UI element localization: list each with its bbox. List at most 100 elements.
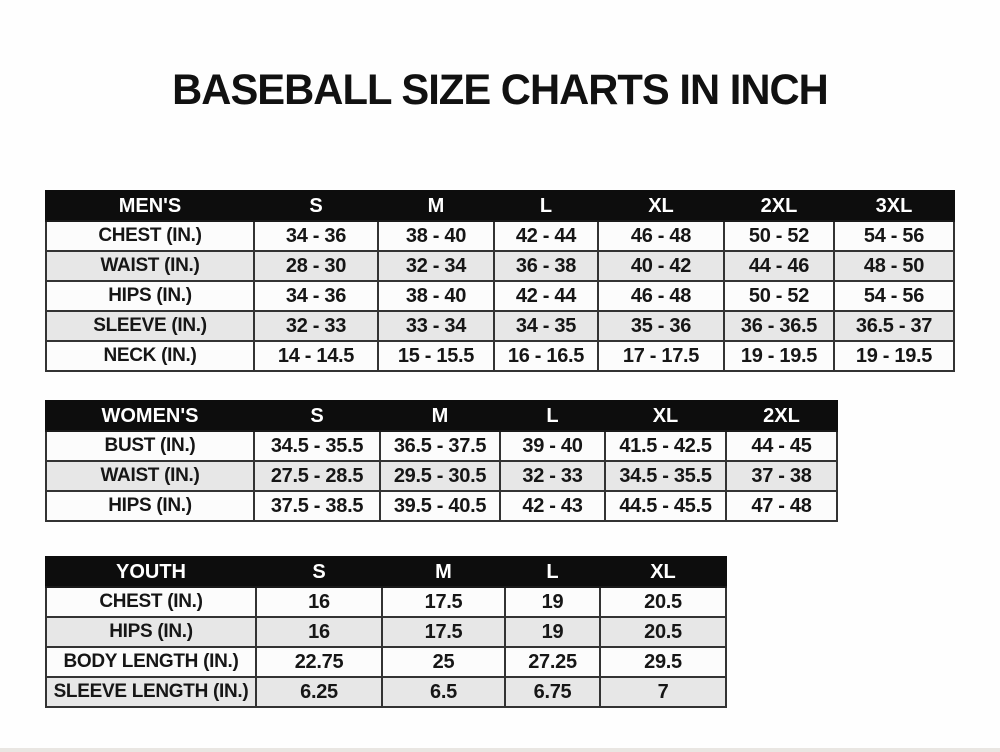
size-column-header: S [253, 190, 379, 222]
row-label: HIPS (IN.) [45, 616, 257, 648]
womens-size-table: WOMEN'S S M L XL 2XL BUST (IN.) 34.5 - 35.5 36.5… [45, 400, 838, 522]
size-column-header: XL [597, 190, 725, 222]
size-value-cell: 42 - 44 [493, 280, 599, 312]
youth-size-table: YOUTH S M L XL CHEST (IN.) 16 17.5 19 20.5 HIPS (I… [45, 556, 727, 708]
row-label: HIPS (IN.) [45, 490, 255, 522]
page-title: BASEBALL SIZE CHARTS IN INCH [172, 66, 829, 114]
size-value-cell: 16 - 16.5 [493, 340, 599, 372]
size-column-header: M [377, 190, 495, 222]
size-column-header: M [381, 556, 506, 588]
size-value-cell: 38 - 40 [377, 280, 495, 312]
size-value-cell: 34.5 - 35.5 [253, 430, 381, 462]
size-value-cell: 34.5 - 35.5 [604, 460, 727, 492]
table-row: HIPS (IN.) 34 - 36 38 - 40 42 - 44 46 - 48 50… [45, 280, 955, 312]
size-value-cell: 29.5 [599, 646, 727, 678]
table-row: HIPS (IN.) 37.5 - 38.5 39.5 - 40.5 42 - 43 4… [45, 490, 838, 522]
size-value-cell: 44 - 45 [725, 430, 838, 462]
table-row: WAIST (IN.) 28 - 30 32 - 34 36 - 38 40 - 42 4… [45, 250, 955, 282]
size-value-cell: 42 - 43 [499, 490, 606, 522]
group-header: WOMEN'S [45, 400, 255, 432]
size-value-cell: 42 - 44 [493, 220, 599, 252]
size-column-header: M [379, 400, 501, 432]
size-value-cell: 54 - 56 [833, 220, 955, 252]
mens-size-table: MEN'S S M L XL 2XL 3XL CHEST (IN.) 34 - 36 38 - 4… [45, 190, 955, 372]
size-value-cell: 37.5 - 38.5 [253, 490, 381, 522]
size-value-cell: 32 - 33 [253, 310, 379, 342]
size-value-cell: 20.5 [599, 616, 727, 648]
size-value-cell: 34 - 35 [493, 310, 599, 342]
row-label: CHEST (IN.) [45, 586, 257, 618]
row-label: WAIST (IN.) [45, 250, 255, 282]
size-value-cell: 39.5 - 40.5 [379, 490, 501, 522]
size-value-cell: 38 - 40 [377, 220, 495, 252]
table-row: SLEEVE LENGTH (IN.) 6.25 6.5 6.75 7 [45, 676, 727, 708]
size-value-cell: 19 [504, 616, 601, 648]
header-row: WOMEN'S S M L XL 2XL [45, 400, 838, 432]
size-value-cell: 29.5 - 30.5 [379, 460, 501, 492]
table-row: NECK (IN.) 14 - 14.5 15 - 15.5 16 - 16.5 17 … [45, 340, 955, 372]
size-value-cell: 27.25 [504, 646, 601, 678]
size-value-cell: 17 - 17.5 [597, 340, 725, 372]
size-value-cell: 16 [255, 616, 383, 648]
size-value-cell: 41.5 - 42.5 [604, 430, 727, 462]
size-value-cell: 46 - 48 [597, 280, 725, 312]
size-column-header: XL [604, 400, 727, 432]
size-value-cell: 27.5 - 28.5 [253, 460, 381, 492]
size-value-cell: 34 - 36 [253, 220, 379, 252]
row-label: BUST (IN.) [45, 430, 255, 462]
size-column-header: S [253, 400, 381, 432]
page-bottom-edge [0, 748, 1000, 752]
table-row: BODY LENGTH (IN.) 22.75 25 27.25 29.5 [45, 646, 727, 678]
size-value-cell: 48 - 50 [833, 250, 955, 282]
row-label: SLEEVE LENGTH (IN.) [45, 676, 257, 708]
table-row: CHEST (IN.) 34 - 36 38 - 40 42 - 44 46 - 48 5… [45, 220, 955, 252]
size-value-cell: 15 - 15.5 [377, 340, 495, 372]
size-column-header: 2XL [725, 400, 838, 432]
size-value-cell: 36.5 - 37.5 [379, 430, 501, 462]
size-value-cell: 20.5 [599, 586, 727, 618]
size-column-header: L [504, 556, 601, 588]
size-value-cell: 32 - 33 [499, 460, 606, 492]
size-column-header: S [255, 556, 383, 588]
size-value-cell: 54 - 56 [833, 280, 955, 312]
size-value-cell: 6.75 [504, 676, 601, 708]
size-value-cell: 36 - 38 [493, 250, 599, 282]
size-column-header: 3XL [833, 190, 955, 222]
size-value-cell: 28 - 30 [253, 250, 379, 282]
size-value-cell: 47 - 48 [725, 490, 838, 522]
row-label: WAIST (IN.) [45, 460, 255, 492]
size-value-cell: 16 [255, 586, 383, 618]
row-label: HIPS (IN.) [45, 280, 255, 312]
size-value-cell: 46 - 48 [597, 220, 725, 252]
size-value-cell: 32 - 34 [377, 250, 495, 282]
row-label: BODY LENGTH (IN.) [45, 646, 257, 678]
size-value-cell: 39 - 40 [499, 430, 606, 462]
size-value-cell: 34 - 36 [253, 280, 379, 312]
size-value-cell: 19 - 19.5 [723, 340, 835, 372]
size-value-cell: 40 - 42 [597, 250, 725, 282]
size-value-cell: 14 - 14.5 [253, 340, 379, 372]
size-value-cell: 44 - 46 [723, 250, 835, 282]
row-label: NECK (IN.) [45, 340, 255, 372]
size-value-cell: 36 - 36.5 [723, 310, 835, 342]
table-row: HIPS (IN.) 16 17.5 19 20.5 [45, 616, 727, 648]
group-header: YOUTH [45, 556, 257, 588]
size-column-header: 2XL [723, 190, 835, 222]
size-value-cell: 6.25 [255, 676, 383, 708]
size-value-cell: 44.5 - 45.5 [604, 490, 727, 522]
size-value-cell: 17.5 [381, 586, 506, 618]
size-column-header: L [493, 190, 599, 222]
size-value-cell: 36.5 - 37 [833, 310, 955, 342]
group-header: MEN'S [45, 190, 255, 222]
row-label: CHEST (IN.) [45, 220, 255, 252]
size-value-cell: 17.5 [381, 616, 506, 648]
table-row: BUST (IN.) 34.5 - 35.5 36.5 - 37.5 39 - 40 4… [45, 430, 838, 462]
size-column-header: XL [599, 556, 727, 588]
size-value-cell: 6.5 [381, 676, 506, 708]
size-value-cell: 37 - 38 [725, 460, 838, 492]
size-column-header: L [499, 400, 606, 432]
header-row: YOUTH S M L XL [45, 556, 727, 588]
table-row: WAIST (IN.) 27.5 - 28.5 29.5 - 30.5 32 - 33… [45, 460, 838, 492]
table-row: SLEEVE (IN.) 32 - 33 33 - 34 34 - 35 35 - 36… [45, 310, 955, 342]
